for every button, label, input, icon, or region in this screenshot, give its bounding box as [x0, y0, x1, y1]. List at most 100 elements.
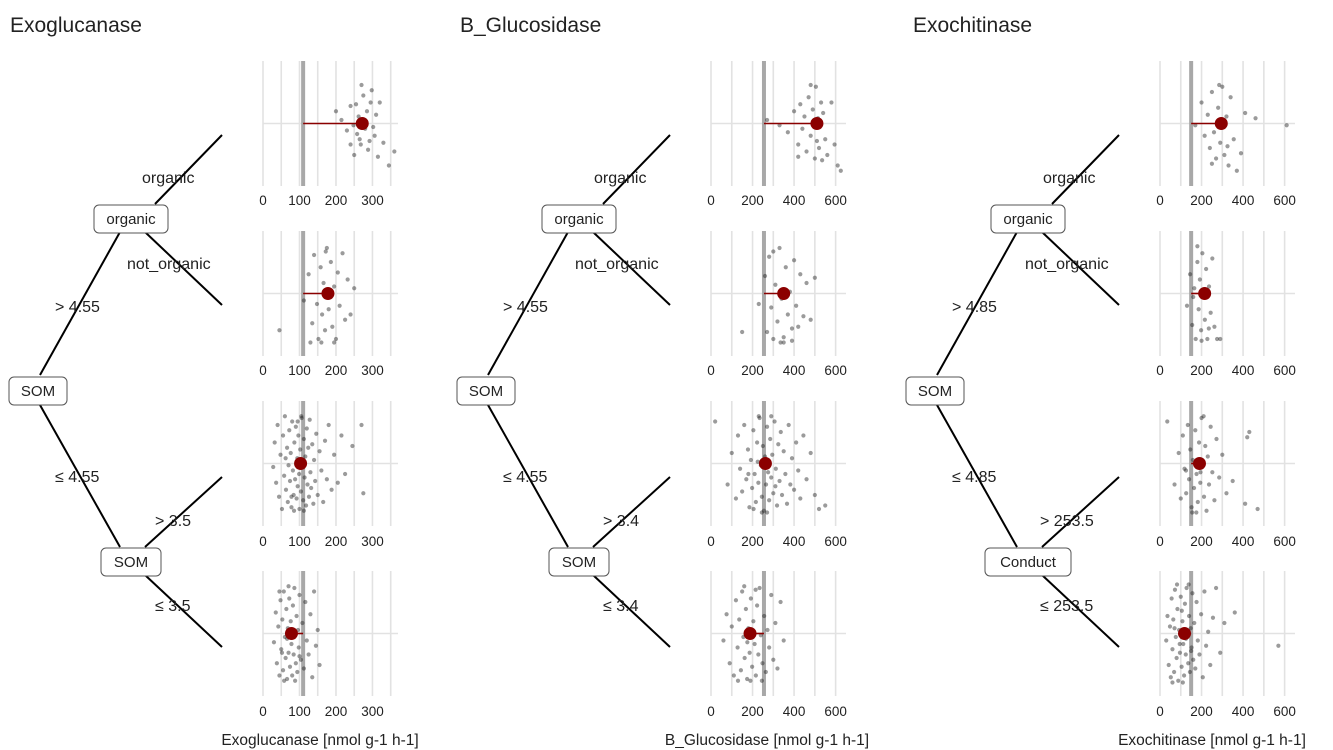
data-point: [317, 662, 322, 668]
data-point: [742, 584, 747, 589]
data-point: [1200, 675, 1205, 680]
leaf-mean-point: [777, 287, 791, 300]
data-point: [310, 442, 315, 447]
panel-title: Exoglucanase: [10, 14, 142, 37]
data-point: [1203, 443, 1208, 449]
data-point: [369, 88, 374, 93]
data-point: [326, 422, 331, 428]
data-point: [759, 678, 764, 683]
data-point: [1199, 328, 1204, 333]
data-point: [1218, 336, 1223, 342]
data-point: [1243, 110, 1248, 116]
data-point: [290, 419, 295, 424]
data-point: [293, 661, 298, 666]
node-box: [541, 204, 617, 234]
data-point: [358, 142, 363, 147]
data-point: [770, 452, 775, 457]
data-point: [1181, 673, 1187, 678]
data-point: [808, 133, 813, 138]
edge-label-upper-high: organic: [594, 170, 646, 187]
data-point: [291, 508, 297, 513]
leaf-plot: 0 200 400 600: [1156, 61, 1296, 208]
data-point: [291, 492, 296, 498]
data-point: [1179, 608, 1184, 613]
data-point: [1197, 277, 1202, 282]
data-point: [1164, 638, 1169, 643]
data-point: [778, 599, 783, 605]
data-point: [1195, 259, 1200, 265]
data-point: [1198, 470, 1203, 475]
data-point: [361, 93, 366, 98]
data-point: [287, 596, 292, 601]
data-point: [1189, 648, 1194, 654]
data-point: [1180, 619, 1185, 624]
data-point: [1253, 116, 1258, 121]
data-point: [1199, 100, 1204, 105]
data-point: [314, 301, 320, 307]
data-point: [322, 438, 328, 443]
data-point: [297, 506, 302, 512]
data-point: [1180, 680, 1185, 685]
tick-label: 600: [1273, 363, 1296, 378]
edge-label-lower-low: ≤ 253.5: [1040, 598, 1093, 615]
data-point: [1170, 647, 1175, 652]
data-point: [1195, 638, 1200, 643]
data-point: [304, 426, 309, 431]
data-point: [1209, 161, 1215, 166]
tree-node-root: SOM: [8, 376, 68, 406]
data-point: [1188, 272, 1193, 277]
data-point: [1202, 317, 1207, 322]
tree-node-root: SOM: [905, 376, 965, 406]
panel-title: B_Glucosidase: [460, 14, 601, 37]
data-point: [303, 503, 309, 508]
tick-label: 200: [1190, 193, 1213, 208]
data-point: [282, 678, 287, 683]
data-point: [781, 340, 786, 345]
data-point: [748, 457, 753, 463]
data-point: [332, 452, 337, 457]
data-point: [1284, 123, 1289, 128]
tick-label: 200: [741, 534, 764, 549]
data-point: [1206, 482, 1212, 487]
data-point: [298, 447, 303, 452]
data-point: [724, 612, 729, 617]
data-point: [774, 503, 780, 508]
data-point: [753, 587, 758, 592]
data-point: [742, 655, 747, 661]
data-point: [785, 312, 790, 317]
data-point: [372, 133, 377, 138]
data-point: [762, 613, 767, 619]
data-point: [311, 252, 317, 258]
data-point: [279, 647, 284, 652]
data-point: [789, 338, 795, 343]
data-point: [279, 650, 285, 655]
node-box: [100, 547, 162, 577]
tick-label: 600: [824, 534, 847, 549]
data-point: [1183, 652, 1188, 657]
data-point: [1205, 454, 1210, 459]
data-point: [796, 154, 801, 159]
data-point: [800, 126, 805, 131]
data-point: [365, 147, 371, 152]
data-point: [1206, 284, 1212, 289]
data-point: [304, 638, 309, 643]
data-point: [306, 494, 312, 499]
data-point: [1185, 422, 1190, 428]
data-point: [1199, 415, 1204, 421]
data-point: [281, 589, 286, 594]
data-point: [287, 478, 293, 484]
data-point: [275, 422, 280, 428]
data-point: [791, 258, 797, 263]
tick-label: 400: [1232, 363, 1255, 378]
tick-label: 200: [325, 534, 348, 549]
tick-label: 200: [1190, 704, 1213, 719]
node-label: organic: [1003, 211, 1053, 228]
tick-label: 400: [1232, 193, 1255, 208]
data-point: [342, 317, 348, 322]
data-point: [332, 340, 337, 345]
edge-label-lower-low: ≤ 3.4: [603, 598, 639, 615]
data-point: [1174, 655, 1179, 661]
data-point: [1182, 466, 1187, 471]
data-point: [310, 321, 315, 326]
edge-label-lower-high: > 253.5: [1040, 513, 1094, 530]
